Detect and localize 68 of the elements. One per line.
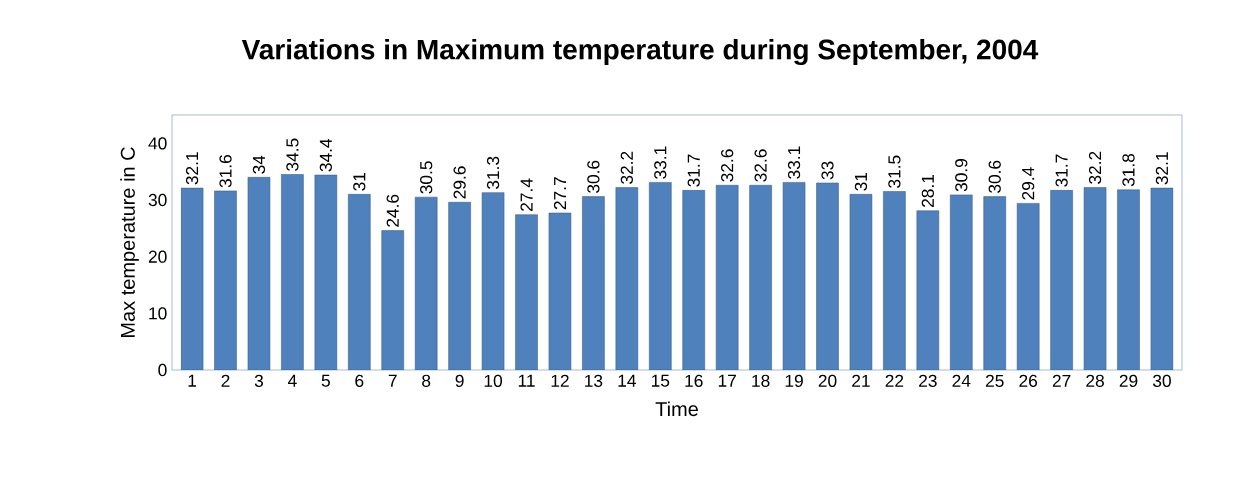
data-label: 33.1 xyxy=(787,146,801,179)
data-label: 31.7 xyxy=(1055,154,1068,187)
x-tick-label: 26 xyxy=(1019,374,1038,387)
x-tick-label: 9 xyxy=(455,374,464,387)
x-tick-label: 7 xyxy=(388,374,397,387)
data-label: 31.7 xyxy=(687,154,700,187)
x-tick-label: 3 xyxy=(254,374,264,387)
data-label: 31.5 xyxy=(888,155,901,188)
data-label: 30.5 xyxy=(420,161,433,194)
x-tick-label: 2 xyxy=(221,374,230,387)
y-tick-label: 40 xyxy=(148,137,167,150)
data-label: 29.4 xyxy=(1022,167,1035,200)
data-label: 31.8 xyxy=(1122,153,1135,187)
x-tick-label: 16 xyxy=(685,374,703,387)
x-tick-label: 20 xyxy=(818,374,837,387)
x-tick-label: 24 xyxy=(952,374,971,387)
x-tick-label: 27 xyxy=(1052,374,1071,387)
data-label: 31.3 xyxy=(486,156,500,190)
data-label: 32.1 xyxy=(1155,152,1169,185)
x-tick-label: 5 xyxy=(321,374,330,387)
x-tick-label: 8 xyxy=(422,374,431,387)
x-tick-label: 18 xyxy=(752,374,770,387)
data-label: 30.6 xyxy=(587,160,600,193)
data-label: 33.1 xyxy=(654,146,667,179)
y-tick-label: 0 xyxy=(158,363,167,377)
data-label: 27.7 xyxy=(553,177,567,210)
x-tick-label: 25 xyxy=(985,374,1004,387)
data-label: 32.2 xyxy=(620,151,633,184)
y-tick-label: 30 xyxy=(148,193,167,207)
data-label: 31 xyxy=(353,172,366,191)
chart-title: Variations in Maximum temperature during September, 2004 xyxy=(241,38,1039,66)
x-tick-label: 28 xyxy=(1086,374,1104,387)
data-label: 27.4 xyxy=(520,178,533,211)
x-tick-label: 22 xyxy=(885,374,904,387)
data-label: 24.6 xyxy=(386,194,399,227)
data-label: 29.6 xyxy=(453,166,466,199)
data-label: 30.9 xyxy=(955,159,968,192)
data-label: 34.5 xyxy=(286,138,299,171)
x-tick-label: 10 xyxy=(484,374,503,387)
y-tick-label: 10 xyxy=(149,307,167,320)
data-label: 31 xyxy=(854,172,868,191)
data-label: 28.1 xyxy=(921,174,934,207)
data-label: 30.6 xyxy=(988,160,1001,193)
x-tick-label: 17 xyxy=(718,374,736,387)
x-tick-label: 21 xyxy=(852,374,870,387)
x-tick-label: 6 xyxy=(355,374,364,387)
data-label: 33 xyxy=(821,161,834,180)
x-tick-label: 1 xyxy=(188,374,197,387)
data-label: 32.6 xyxy=(754,149,767,182)
x-tick-label: 4 xyxy=(287,374,297,387)
x-tick-label: 13 xyxy=(585,374,603,387)
x-tick-label: 14 xyxy=(618,374,636,387)
x-axis-title: Time xyxy=(655,401,698,417)
x-tick-label: 12 xyxy=(551,374,569,387)
data-label: 34 xyxy=(252,155,266,174)
x-tick-label: 23 xyxy=(919,374,937,387)
data-label: 34.4 xyxy=(319,138,332,172)
x-tick-label: 30 xyxy=(1152,374,1171,387)
data-label: 32.1 xyxy=(185,152,199,185)
y-tick-label: 20 xyxy=(148,250,167,263)
x-tick-label: 15 xyxy=(651,374,670,387)
data-label: 32.6 xyxy=(721,149,734,182)
y-axis-title: Max temperature in C xyxy=(120,147,139,338)
x-tick-label: 19 xyxy=(785,374,803,387)
x-tick-label: 11 xyxy=(518,374,535,387)
data-label: 32.2 xyxy=(1088,151,1102,184)
x-tick-label: 29 xyxy=(1119,374,1138,387)
data-label: 31.6 xyxy=(219,155,232,188)
